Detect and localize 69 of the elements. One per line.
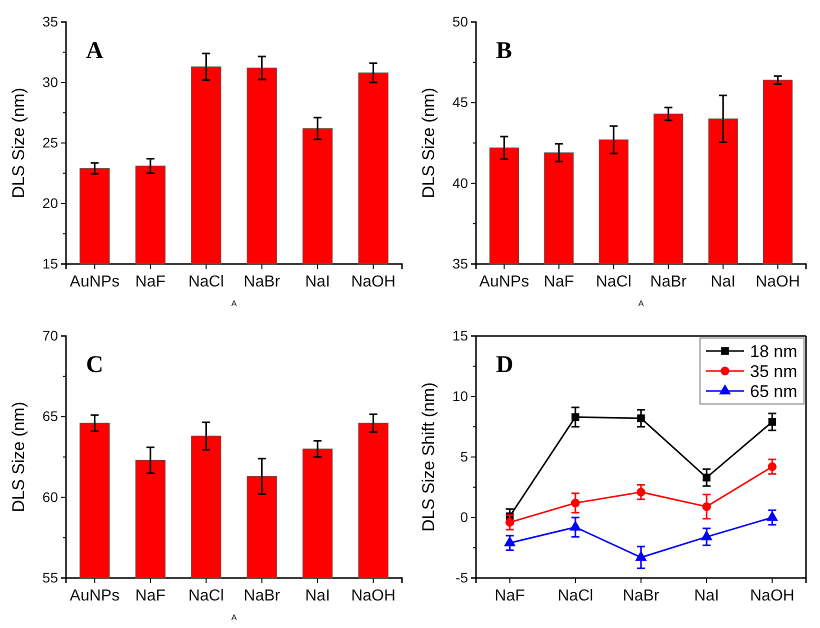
point — [700, 530, 712, 540]
x-tick-label: NaCl — [596, 273, 632, 290]
y-tick-label: 5 — [460, 448, 468, 464]
point — [505, 518, 514, 527]
y-tick-label: -5 — [456, 569, 468, 586]
y-tick-label: 35 — [452, 255, 468, 272]
y-axis-title: DLS Size (nm) — [419, 88, 438, 198]
x-tick-label: NaCl — [188, 273, 224, 290]
x-tick-label: NaI — [305, 587, 330, 604]
y-tick-label: 15 — [42, 255, 58, 272]
text: A — [638, 299, 644, 308]
text: B — [496, 38, 512, 64]
y-tick-label: 30 — [42, 74, 58, 90]
y-axis-title: DLS Size (nm) — [9, 402, 28, 512]
x-tick-label: NaI — [694, 587, 720, 604]
y-tick-label: 35 — [42, 13, 58, 30]
x-tick-label: NaI — [710, 273, 736, 290]
y-axis-title: DLS Size Shift (nm) — [419, 382, 438, 532]
point — [768, 418, 776, 426]
x-tick-label: AuNPs — [70, 273, 120, 290]
text: A — [231, 299, 238, 308]
point — [636, 488, 646, 496]
point — [768, 462, 777, 472]
point — [571, 498, 580, 508]
y-tick-label: 10 — [452, 388, 468, 404]
y-tick-label: 45 — [452, 94, 468, 110]
text: A — [231, 613, 238, 622]
point — [504, 536, 516, 546]
x-tick-label: NaF — [135, 587, 166, 604]
x-tick-label: NaBr — [244, 273, 281, 290]
point — [570, 520, 582, 531]
y-tick-label: 65 — [42, 408, 58, 424]
x-tick-label: NaCl — [558, 587, 594, 604]
x-tick-label: NaF — [544, 273, 574, 290]
point — [766, 510, 778, 521]
x-tick-label: NaBr — [622, 587, 660, 604]
y-tick-label: 20 — [42, 194, 58, 211]
y-tick-label: 40 — [452, 174, 468, 191]
x-tick-label: NaBr — [244, 587, 281, 604]
y-axis-title: DLS Size (nm) — [9, 88, 28, 198]
x-tick-label: NaOH — [756, 273, 800, 290]
text: D — [496, 352, 514, 378]
point — [635, 550, 647, 561]
text: A — [86, 38, 104, 64]
point — [702, 474, 710, 482]
x-tick-label: AuNPs — [479, 273, 530, 290]
legend-label: 35 nm — [750, 362, 798, 381]
x-tick-label: AuNPs — [70, 587, 120, 604]
x-tick-label: NaOH — [351, 587, 396, 604]
x-tick-label: NaF — [494, 587, 526, 604]
x-tick-label: NaBr — [650, 273, 688, 290]
y-tick-label: 0 — [460, 508, 468, 525]
y-tick-label: 70 — [42, 327, 58, 344]
y-tick-label: 55 — [42, 569, 58, 586]
legend-label: 65 nm — [750, 382, 798, 401]
x-tick-label: NaI — [305, 273, 330, 290]
y-tick-label: 50 — [452, 13, 468, 30]
point — [702, 502, 711, 511]
x-tick-label: NaCl — [188, 587, 224, 604]
x-tick-label: NaOH — [750, 587, 794, 604]
x-tick-label: NaOH — [351, 273, 396, 290]
y-tick-label: 15 — [452, 327, 468, 344]
text: C — [86, 352, 104, 378]
x-tick-label: NaF — [135, 273, 166, 290]
point — [637, 414, 645, 422]
y-tick-label: 60 — [42, 488, 58, 505]
y-tick-label: 25 — [42, 134, 58, 150]
legend-label: 18 nm — [750, 342, 798, 361]
point — [572, 413, 580, 421]
